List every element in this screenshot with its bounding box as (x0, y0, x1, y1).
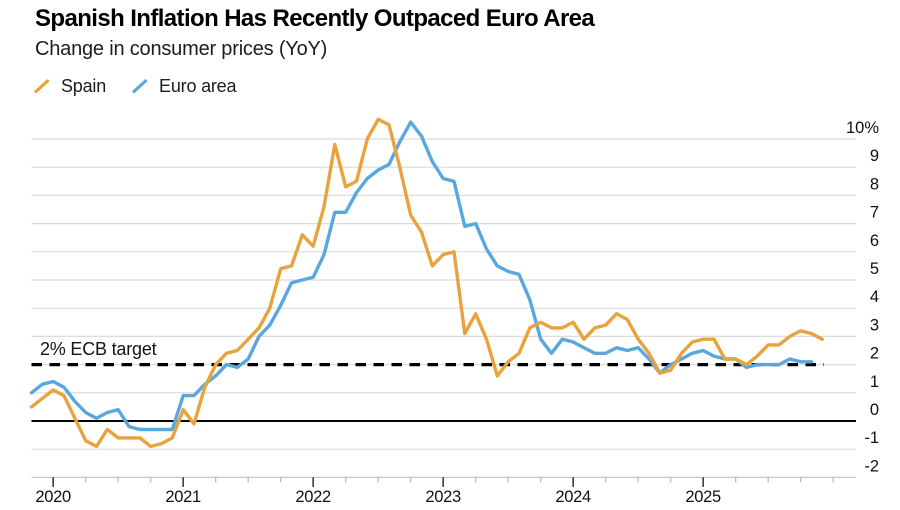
y-axis-label: 9 (870, 147, 879, 165)
y-axis-label: -1 (864, 429, 879, 447)
x-axis-label: 2025 (685, 488, 721, 506)
y-axis-label: 2 (870, 345, 879, 363)
y-axis-label: 0 (870, 401, 879, 419)
y-axis-label: 3 (870, 316, 879, 334)
chart-legend: Spain Euro area (34, 76, 236, 97)
legend-item-euro-area: Euro area (132, 76, 236, 97)
spain-line-marker-icon (34, 79, 50, 94)
y-axis-label: 1 (870, 373, 879, 391)
y-axis-label: 8 (870, 175, 879, 193)
chart-subtitle: Change in consumer prices (YoY) (35, 38, 328, 60)
legend-label-euro-area: Euro area (159, 76, 237, 96)
euro-area-line-marker-icon (132, 79, 148, 94)
series-line-euro-area (29, 120, 814, 432)
x-axis-label: 2023 (425, 488, 461, 506)
y-axis-label: 5 (870, 260, 879, 278)
legend-item-spain: Spain (34, 76, 106, 97)
y-axis-label: 4 (870, 288, 879, 306)
chart-title: Spanish Inflation Has Recently Outpaced … (35, 5, 595, 32)
x-axis-label: 2024 (555, 488, 591, 506)
y-axis-label: 7 (870, 204, 879, 222)
y-axis-label: 6 (870, 232, 879, 250)
y-axis-label: 10% (846, 119, 879, 137)
ecb-target-annotation: 2% ECB target (40, 339, 157, 359)
legend-label-spain: Spain (61, 76, 107, 96)
x-axis-label: 2022 (295, 488, 331, 506)
x-axis-label: 2021 (165, 488, 201, 506)
series-line-spain (29, 117, 824, 449)
x-axis-label: 2020 (35, 488, 71, 506)
y-axis-label: -2 (864, 457, 879, 475)
